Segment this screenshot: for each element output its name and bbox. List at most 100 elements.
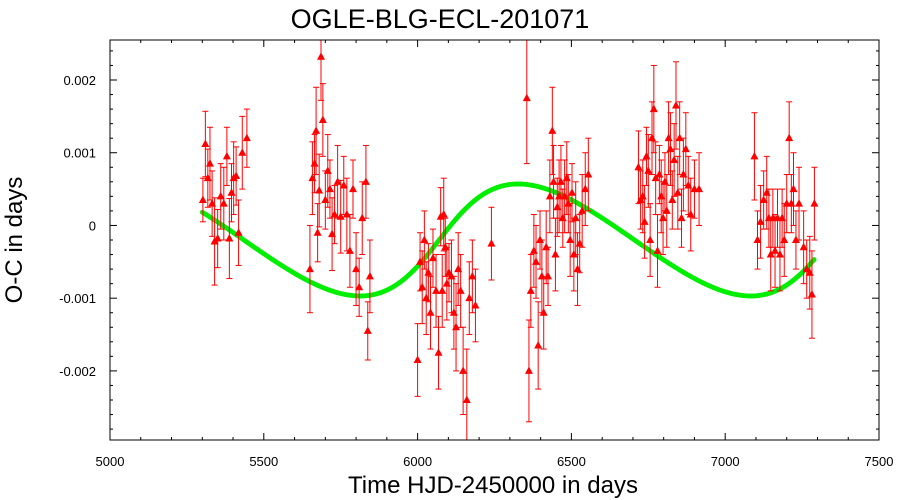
data-point-marker: [468, 271, 477, 280]
data-point-marker: [686, 210, 695, 218]
data-point-marker: [365, 271, 374, 280]
data-point-marker: [659, 213, 668, 222]
data-point-marker: [780, 235, 789, 243]
data-point-marker: [318, 115, 327, 123]
data-point-marker: [424, 268, 433, 276]
data-point-marker: [323, 166, 332, 174]
axis-ticks: 5000 5500 6000 6500 7000 7500 0.002 0.001 0 -0.00…: [59, 40, 893, 469]
data-point-marker: [349, 184, 358, 193]
data-point-marker: [459, 366, 468, 374]
data-point-marker: [677, 213, 686, 222]
data-point-marker: [330, 210, 339, 218]
data-point-marker: [238, 148, 247, 156]
data-point-marker: [456, 286, 465, 294]
data-point-marker: [660, 177, 669, 185]
fit-curve: [199, 181, 817, 299]
data-point-marker: [201, 139, 210, 147]
data-point-marker: [810, 199, 819, 207]
data-point-marker: [571, 213, 580, 222]
data-point-marker: [756, 217, 765, 225]
data-point-marker: [568, 188, 577, 196]
data-point-marker: [420, 235, 429, 243]
data-point-marker: [681, 144, 690, 153]
data-point-marker: [670, 155, 679, 163]
data-point-marker: [361, 177, 370, 185]
x-tick-label: 7000: [711, 454, 740, 469]
data-point-marker: [524, 366, 533, 374]
data-point-marker: [545, 191, 554, 200]
data-point-marker: [539, 308, 548, 316]
data-point-marker: [771, 246, 780, 254]
data-point-marker: [526, 286, 535, 294]
data-point-marker: [198, 195, 207, 203]
data-point-marker: [542, 242, 551, 251]
x-tick-label: 5500: [249, 454, 278, 469]
chart-title: OGLE-BLG-ECL-201071: [291, 4, 590, 34]
data-point-marker: [439, 210, 448, 218]
data-point-marker: [671, 100, 680, 109]
data-point-marker: [791, 235, 800, 243]
data-point-marker: [548, 126, 557, 134]
data-point-marker: [534, 340, 543, 349]
y-tick-label: -0.002: [59, 364, 96, 379]
data-point-marker: [465, 293, 474, 302]
data-point-marker: [799, 242, 808, 251]
data-point-marker: [342, 210, 351, 218]
data-point-marker: [549, 177, 558, 185]
data-point-marker: [428, 253, 437, 262]
data-points: [198, 40, 819, 440]
data-point-marker: [532, 257, 541, 265]
data-point-marker: [426, 308, 435, 316]
data-point-marker: [358, 213, 367, 222]
data-point-marker: [750, 151, 759, 160]
plot-frame: [109, 39, 880, 441]
data-point-marker: [802, 264, 811, 273]
data-point-marker: [313, 228, 322, 236]
x-tick-label: 5000: [96, 454, 125, 469]
x-tick-label: 6500: [557, 454, 586, 469]
data-point-marker: [675, 133, 684, 142]
fit-curve-point: [811, 257, 817, 262]
data-point-marker: [227, 188, 236, 196]
data-point-marker: [205, 159, 214, 167]
y-tick-label: 0.001: [63, 146, 96, 161]
data-point-marker: [662, 206, 671, 214]
data-point-marker: [695, 184, 704, 193]
data-point-marker: [325, 184, 334, 193]
x-tick-label: 7500: [865, 454, 894, 469]
y-axis-label: O-C in days: [1, 177, 28, 304]
data-point-marker: [422, 293, 431, 302]
data-point-marker: [655, 170, 664, 178]
data-point-marker: [213, 234, 222, 242]
data-point-marker: [312, 126, 321, 134]
data-point-marker: [418, 282, 427, 291]
data-point-marker: [432, 286, 441, 294]
data-point-marker: [644, 166, 653, 174]
data-point-marker: [413, 355, 422, 363]
data-point-marker: [766, 250, 775, 258]
data-point-marker: [638, 191, 647, 200]
data-point-marker: [234, 228, 243, 236]
data-point-marker: [634, 162, 643, 171]
data-point-marker: [807, 290, 816, 298]
data-point-marker: [219, 199, 228, 207]
data-point-marker: [487, 239, 496, 247]
data-point-marker: [584, 170, 593, 178]
data-point-marker: [653, 246, 662, 254]
data-point-marker: [666, 144, 675, 153]
data-point-marker: [668, 195, 677, 203]
data-point-marker: [789, 184, 798, 193]
data-point-marker: [336, 212, 345, 220]
data-point-marker: [317, 52, 326, 60]
data-point-marker: [536, 235, 545, 243]
data-point-marker: [315, 186, 324, 194]
x-axis-label: Time HJD-2450000 in days: [348, 472, 638, 499]
y-tick-label: 0: [89, 218, 96, 233]
data-point-marker: [578, 206, 587, 214]
data-point-marker: [581, 184, 590, 193]
data-point-marker: [657, 191, 666, 200]
data-point-marker: [305, 264, 314, 273]
data-point-marker: [649, 104, 658, 113]
data-point-marker: [363, 326, 372, 334]
